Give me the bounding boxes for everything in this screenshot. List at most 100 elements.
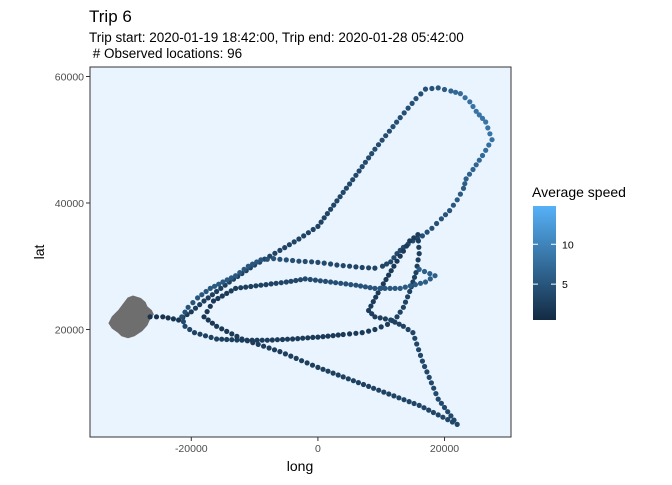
track-point: [288, 278, 294, 284]
track-point: [263, 282, 269, 288]
track-point: [486, 142, 492, 148]
track-point: [297, 277, 304, 283]
track-point: [353, 172, 359, 178]
track-point: [424, 229, 430, 235]
track-point: [296, 236, 302, 242]
track-point: [448, 413, 454, 419]
track-point: [224, 290, 230, 296]
track-point: [415, 232, 421, 238]
track-point: [416, 244, 422, 250]
track-point: [334, 198, 340, 204]
track-point: [188, 309, 194, 315]
track-point: [397, 115, 403, 121]
track-point: [362, 159, 368, 165]
track-point: [234, 337, 240, 343]
track-point: [335, 332, 341, 338]
track-point: [445, 409, 451, 415]
track-point: [424, 369, 430, 375]
track-point: [254, 337, 260, 343]
track-point: [359, 264, 365, 271]
track-point: [290, 336, 296, 342]
chart-subtitle-line1: Trip start: 2020-01-19 18:42:00, Trip en…: [89, 30, 464, 45]
track-point: [383, 133, 389, 139]
track-point: [305, 230, 311, 236]
track-point: [258, 257, 264, 263]
track-point: [207, 303, 213, 309]
track-point: [426, 407, 432, 413]
track-point: [415, 238, 421, 244]
track-point: [413, 270, 419, 276]
track-point: [457, 191, 463, 197]
track-point: [445, 417, 451, 423]
track-point: [396, 321, 402, 327]
track-point: [418, 91, 424, 97]
track-point: [340, 189, 346, 195]
track-point: [202, 333, 209, 339]
track-point: [476, 157, 482, 163]
track-point: [277, 256, 283, 262]
track-point: [321, 215, 327, 221]
track-point: [401, 110, 407, 116]
track-point: [315, 334, 321, 340]
track-point: [284, 336, 291, 342]
track-point: [192, 305, 199, 311]
track-point: [259, 337, 265, 343]
track-point: [479, 152, 486, 159]
track-point: [330, 370, 336, 376]
track-point: [387, 285, 393, 291]
track-point: [462, 181, 468, 187]
track-point: [434, 220, 440, 227]
track-point: [411, 400, 417, 407]
track-point: [340, 331, 346, 338]
track-point: [419, 233, 425, 239]
track-point: [369, 151, 375, 157]
track-point: [422, 279, 429, 285]
track-point: [302, 276, 308, 282]
track-point: [460, 185, 467, 191]
track-point: [347, 181, 353, 187]
track-point: [348, 282, 354, 288]
track-point: [416, 251, 422, 257]
track-point: [234, 333, 240, 339]
track-point: [343, 185, 349, 191]
track-point: [388, 268, 394, 274]
track-point: [388, 317, 394, 323]
land-layer: [108, 295, 154, 339]
track-point: [347, 263, 353, 269]
track-point: [454, 197, 460, 203]
plot-panel: [89, 66, 512, 438]
x-axis-title: long: [287, 458, 313, 474]
track-point: [366, 307, 372, 314]
track-point: [345, 376, 351, 382]
track-point: [182, 323, 188, 329]
track-point: [283, 257, 289, 263]
track-point: [197, 302, 203, 308]
track-point: [216, 281, 222, 287]
track-point: [210, 298, 217, 304]
track-point: [238, 285, 244, 291]
track-point: [470, 166, 476, 173]
track-point: [245, 263, 251, 269]
track-point: [282, 245, 288, 251]
track-point: [224, 328, 230, 334]
track-point: [258, 282, 264, 288]
track-point: [483, 119, 489, 125]
track-point: [310, 226, 316, 233]
track-point: [384, 261, 390, 267]
track-point: [214, 323, 220, 329]
track-point: [224, 277, 230, 283]
track-point: [411, 274, 418, 280]
track-point: [407, 288, 413, 295]
track-point: [417, 280, 424, 286]
track-point: [382, 285, 388, 291]
track-point: [279, 336, 286, 343]
track-point: [325, 333, 331, 339]
track-point: [182, 309, 188, 315]
track-point: [343, 281, 349, 287]
track-point: [214, 288, 220, 295]
track-point: [403, 243, 410, 249]
track-point: [428, 380, 434, 386]
track-point: [269, 337, 275, 343]
track-point: [271, 256, 277, 262]
track-point: [422, 86, 429, 92]
